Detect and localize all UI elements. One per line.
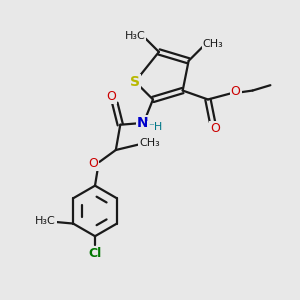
Text: CH₃: CH₃	[202, 39, 224, 49]
Text: O: O	[231, 85, 241, 98]
Text: S: S	[130, 75, 140, 88]
Text: N: N	[137, 116, 148, 130]
Text: O: O	[88, 157, 98, 170]
Text: CH₃: CH₃	[139, 138, 160, 148]
Text: O: O	[210, 122, 220, 135]
Text: Cl: Cl	[88, 247, 102, 260]
Text: H₃C: H₃C	[35, 217, 56, 226]
Text: ⁻H: ⁻H	[148, 122, 163, 132]
Text: H₃C: H₃C	[125, 31, 146, 41]
Text: O: O	[106, 90, 116, 103]
